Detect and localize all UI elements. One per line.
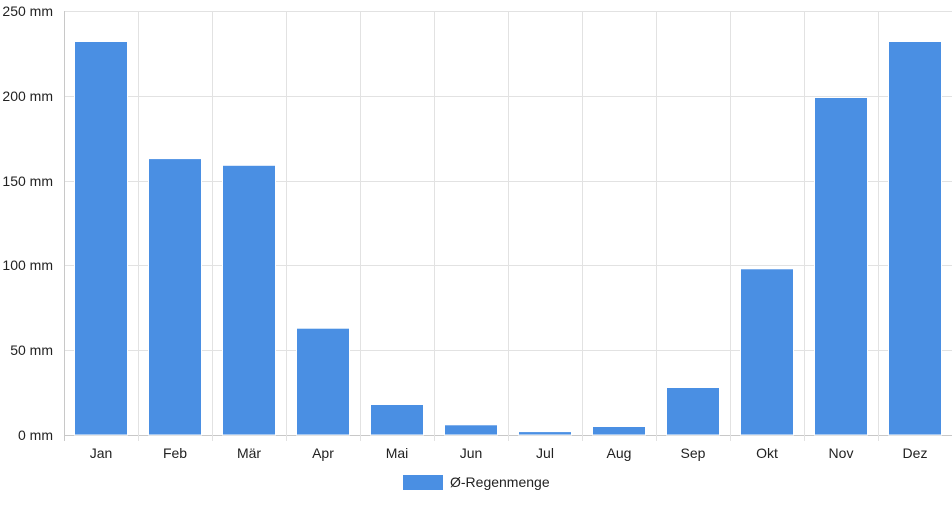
x-tick-label: Sep [681, 445, 706, 461]
x-tick-label: Nov [829, 445, 854, 461]
x-tick-label: Feb [163, 445, 187, 461]
y-tick-label: 250 mm [2, 3, 53, 19]
x-tick-label: Dez [903, 445, 928, 461]
bars-layer [74, 41, 942, 436]
legend[interactable]: Ø-Regenmenge [403, 474, 550, 490]
bar-Apr[interactable] [296, 327, 350, 436]
bar-Mai[interactable] [370, 404, 424, 436]
bar-Jun[interactable] [444, 424, 498, 436]
x-tick-label: Aug [607, 445, 632, 461]
y-tick-label: 50 mm [10, 342, 53, 358]
x-tick-label: Mai [386, 445, 409, 461]
x-tick-label: Jul [536, 445, 554, 461]
y-tick-label: 200 mm [2, 88, 53, 104]
grid-layer [64, 11, 952, 441]
x-tick-label: Okt [756, 445, 778, 461]
bar-Okt[interactable] [740, 268, 794, 436]
bar-Nov[interactable] [814, 97, 868, 436]
axis-layer: 0 mm 50 mm 100 mm 150 mm 200 mm 250 mm Jan Feb M… [2, 3, 927, 461]
bar-Feb[interactable] [148, 158, 202, 436]
x-tick-label: Apr [312, 445, 334, 461]
y-tick-label: 0 mm [18, 427, 53, 443]
bar-Mär[interactable] [222, 164, 276, 436]
bar-Aug[interactable] [592, 426, 646, 436]
y-tick-label: 100 mm [2, 257, 53, 273]
bar-Dez[interactable] [888, 41, 942, 436]
x-tick-label: Mär [237, 445, 261, 461]
bar-Jan[interactable] [74, 41, 128, 436]
bar-Sep[interactable] [666, 387, 720, 436]
legend-swatch[interactable] [403, 475, 443, 490]
x-tick-label: Jun [460, 445, 483, 461]
x-tick-label: Jan [90, 445, 113, 461]
bar-Jul[interactable] [518, 431, 572, 436]
legend-label: Ø-Regenmenge [450, 474, 550, 490]
y-tick-label: 150 mm [2, 173, 53, 189]
